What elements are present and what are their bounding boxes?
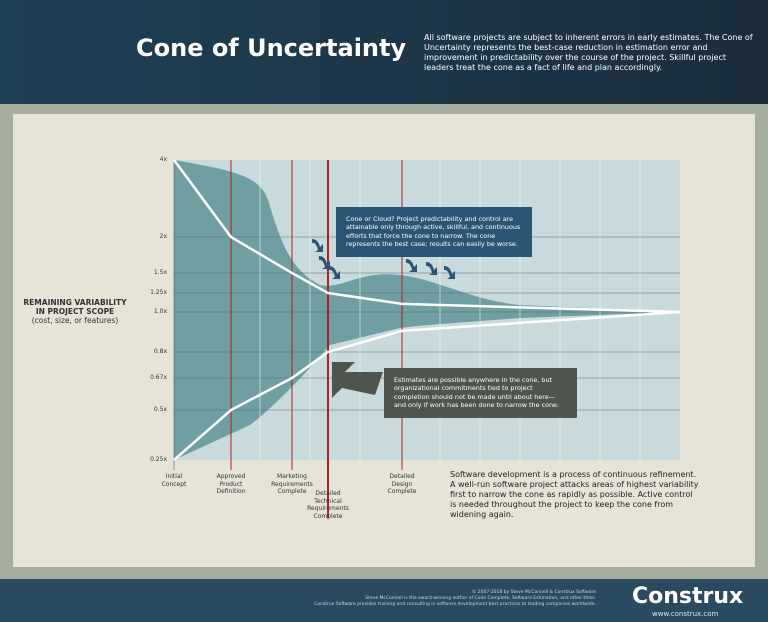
y-tick-label: 1.25x <box>150 289 167 296</box>
footer: © 2007-2018 by Steve McConnell & Constru… <box>0 579 768 622</box>
y-axis-title-main: REMAINING VARIABILITY IN PROJECT SCOPE <box>23 298 127 316</box>
milestone-label: Marketing Requirements Complete <box>262 473 322 496</box>
company-line: Construx Software provides training and … <box>314 602 596 607</box>
milestone-label-line: Requirements <box>307 505 349 512</box>
milestone-label-line: Technical <box>314 497 342 505</box>
curved-arrow-icon <box>426 262 437 275</box>
commitment-note: Estimates are possible anywhere in the c… <box>384 368 577 418</box>
curved-arrow-icon <box>312 239 323 252</box>
upper-bound-line <box>172 159 681 314</box>
lower-bound-line <box>173 310 681 461</box>
milestone-label-line: Design <box>391 480 413 488</box>
milestone-label: Initial Concept <box>144 473 204 488</box>
curved-arrow-icon <box>444 266 455 279</box>
curved-arrow-icon <box>406 259 417 272</box>
milestone-label-line: Initial <box>165 473 183 480</box>
curved-arrow-icon <box>319 256 330 269</box>
curved-arrow-icon <box>329 266 340 279</box>
copyright: © 2007-2018 by Steve McConnell & Constru… <box>314 590 596 608</box>
header: Cone of Uncertainty All software project… <box>0 0 768 104</box>
y-axis-subtitle: (cost, size, or features) <box>31 316 119 325</box>
milestone-label-line: Approved <box>216 473 246 480</box>
milestone-label: Detailed Technical Requirements Complete <box>298 490 358 520</box>
y-tick-label: 0.67x <box>150 374 167 381</box>
intro-text: All software projects are subject to inh… <box>424 33 753 72</box>
y-tick-label: 0.25x <box>150 456 167 463</box>
milestone-label: Approved Product Definition <box>201 473 261 496</box>
y-tick-label: 1.5x <box>153 269 167 276</box>
author-line: Steve McConnell is the award-winning aut… <box>365 596 596 601</box>
summary-text: Software development is a process of con… <box>450 470 699 519</box>
milestone-label-line: Complete <box>387 488 417 495</box>
milestone-label-line: Detailed <box>389 473 415 480</box>
milestone-label-line: Definition <box>216 488 246 495</box>
milestone-label-line: Product <box>219 480 243 488</box>
y-tick-label: 0.8x <box>153 348 167 355</box>
y-axis-title: REMAINING VARIABILITY IN PROJECT SCOPE (c… <box>20 298 130 325</box>
copyright-line: © 2007-2018 by Steve McConnell & Constru… <box>471 590 596 595</box>
y-tick-label: 1.0x <box>153 308 167 315</box>
milestone-label-line: Marketing <box>277 473 307 480</box>
cone-of-uncertainty-area <box>174 160 680 460</box>
milestone-label-line: Detailed <box>315 490 341 497</box>
page-title: Cone of Uncertainty <box>136 34 407 62</box>
milestone-label: Detailed Design Complete <box>372 473 432 496</box>
milestone-label-line: Complete <box>313 512 343 520</box>
milestone-label-line: Concept <box>161 480 187 488</box>
cone-or-cloud-note: Cone or Cloud? Project predictability an… <box>336 207 532 257</box>
y-tick-label: 4x <box>159 156 167 163</box>
y-tick-label: 2x <box>159 233 167 240</box>
construx-logo: Construx <box>632 584 744 609</box>
milestone-label-line: Requirements <box>271 480 313 488</box>
milestone-label-line: Complete <box>277 488 307 495</box>
commitment-arrow-icon <box>332 362 383 398</box>
y-tick-label: 0.5x <box>153 406 167 413</box>
website-link[interactable]: www.construx.com <box>652 610 719 618</box>
